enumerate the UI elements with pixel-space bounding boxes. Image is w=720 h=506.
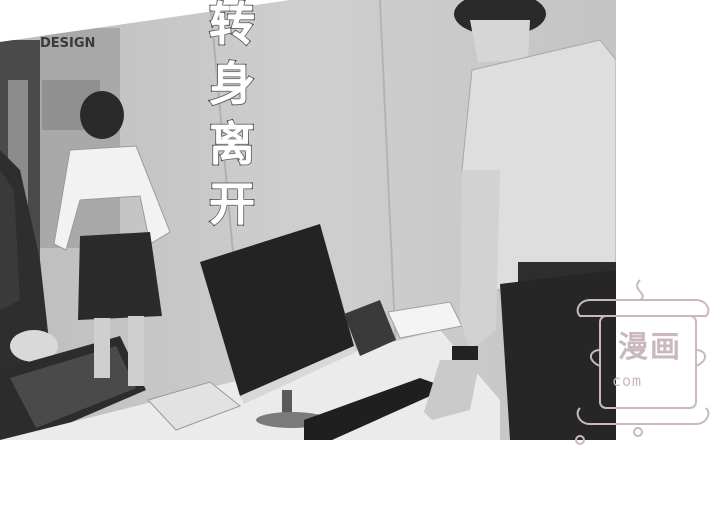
tissue-box xyxy=(147,381,241,431)
watermark-logo xyxy=(575,279,710,445)
caption-vertical: 转 身 离 开 xyxy=(196,0,268,234)
office-sign-text: DESIGN xyxy=(40,36,96,51)
watermark-text-main: 漫画 xyxy=(618,330,682,365)
panel-image xyxy=(0,0,616,440)
keyboard xyxy=(304,378,448,440)
desk-phone xyxy=(344,300,396,356)
watermark-text-domain: com xyxy=(612,372,643,390)
caption-char-3: 离 xyxy=(208,116,256,172)
caption-char-1: 转 xyxy=(208,0,256,52)
caption-char-4: 开 xyxy=(208,176,256,232)
man-in-suit xyxy=(0,150,58,410)
caption-char-2: 身 xyxy=(208,56,256,112)
woman-walking xyxy=(53,91,171,386)
young-man xyxy=(424,0,616,440)
